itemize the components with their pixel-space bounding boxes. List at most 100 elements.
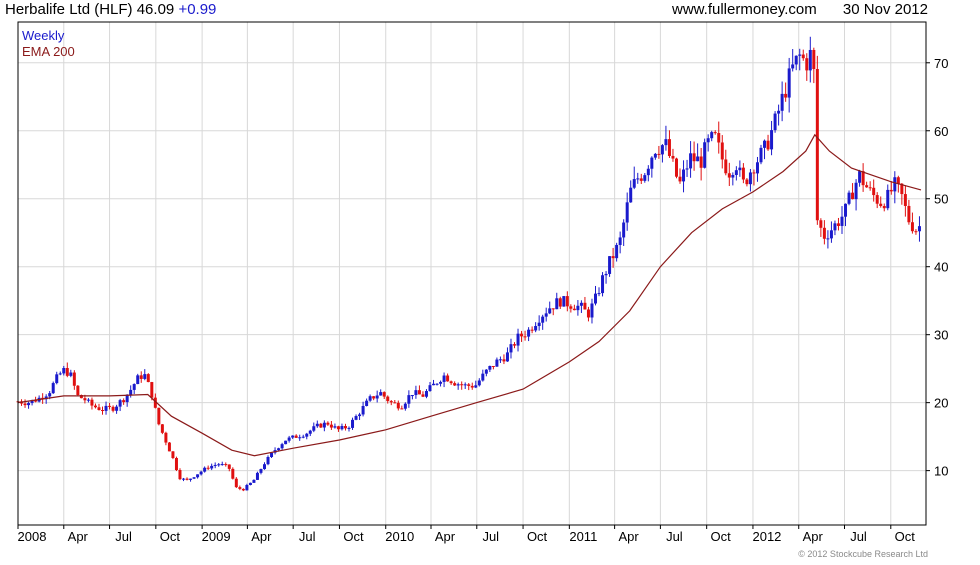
price-candle	[182, 478, 186, 480]
price-candle	[682, 169, 686, 182]
price-candle	[625, 202, 629, 223]
price-candle	[463, 384, 467, 386]
price-candle	[770, 130, 774, 150]
price-candle	[650, 157, 654, 169]
price-candle	[727, 173, 731, 178]
price-candle	[379, 392, 383, 396]
price-candle	[667, 139, 671, 156]
price-candle	[83, 398, 87, 401]
price-candle	[410, 395, 414, 397]
price-candle	[685, 168, 689, 170]
x-tick-label: Oct	[711, 529, 732, 544]
price-candle	[484, 369, 488, 374]
y-tick-label: 50	[934, 192, 948, 207]
price-candle	[780, 93, 784, 111]
price-candle	[622, 222, 626, 238]
price-candle	[414, 390, 418, 396]
price-candle	[280, 444, 284, 449]
price-candle	[872, 187, 876, 196]
price-candle	[51, 383, 55, 394]
price-candle	[604, 273, 608, 276]
price-candle	[196, 474, 200, 478]
price-candle	[65, 368, 69, 376]
price-candle	[858, 171, 862, 183]
price-candle	[840, 216, 844, 226]
price-change: +0.99	[178, 1, 217, 18]
price-candle	[386, 396, 390, 402]
price-candle	[86, 399, 90, 401]
price-candle	[439, 381, 443, 384]
ema-200-line	[17, 133, 922, 457]
price-candle	[696, 156, 700, 162]
price-candle	[393, 402, 397, 404]
price-candle	[203, 467, 207, 472]
price-candle	[460, 384, 464, 386]
price-candle	[157, 407, 161, 425]
price-candle	[597, 293, 601, 295]
price-candle	[122, 400, 126, 403]
price-candle	[417, 390, 421, 395]
price-candle	[865, 185, 869, 188]
price-candle	[365, 400, 369, 407]
chart-date: 30 Nov 2012	[842, 1, 928, 18]
price-candle	[879, 203, 883, 206]
x-tick-label: Jul	[299, 529, 316, 544]
price-candle	[914, 231, 918, 233]
x-tick-label: Apr	[251, 529, 272, 544]
x-tick-label: Apr	[803, 529, 824, 544]
price-candle	[291, 435, 295, 438]
price-candle	[678, 176, 682, 182]
price-candle	[150, 382, 154, 398]
price-candle	[586, 309, 590, 318]
price-candle	[826, 238, 830, 240]
axis-layer: 10 20 30 40 50 60 70 2008 Apr Jul Oct 2009 Apr Jul Oct…	[17, 21, 948, 544]
y-tick-label: 10	[934, 464, 948, 479]
price-candle	[530, 329, 534, 331]
price-candle	[671, 155, 675, 159]
price-candle	[178, 470, 182, 480]
price-candle	[523, 336, 527, 338]
price-candle	[882, 205, 886, 209]
stock-name: Herbalife Ltd (HLF)	[5, 1, 133, 18]
price-candle	[220, 464, 224, 466]
price-candle	[713, 132, 717, 134]
chart-title: Herbalife Ltd (HLF) 46.09 +0.99	[5, 1, 216, 18]
price-candle	[498, 359, 502, 361]
price-candle	[449, 381, 453, 384]
price-candle	[326, 422, 330, 425]
price-candle	[27, 403, 31, 406]
price-candle	[593, 293, 597, 304]
price-candle	[674, 158, 678, 177]
price-candle	[298, 437, 302, 439]
price-candle	[343, 426, 347, 429]
price-candle	[72, 372, 76, 386]
price-candle	[301, 436, 305, 438]
price-candle	[340, 426, 344, 430]
price-candle	[660, 145, 664, 155]
x-tick-label: Oct	[343, 529, 364, 544]
price-candle	[470, 385, 474, 388]
x-tick-label: Apr	[435, 529, 456, 544]
price-candle	[305, 433, 309, 437]
price-candle	[76, 385, 80, 396]
price-candle	[245, 485, 249, 491]
price-candle	[481, 373, 485, 381]
price-candle	[213, 464, 217, 466]
price-candle	[777, 110, 781, 114]
price-candle	[692, 153, 696, 162]
price-candle	[784, 93, 788, 98]
price-candle	[287, 437, 291, 441]
price-candle	[910, 222, 914, 232]
price-candle	[146, 374, 150, 383]
legend-ema: EMA 200	[22, 44, 75, 59]
price-candle	[284, 440, 288, 445]
price-candle	[555, 298, 559, 310]
price-candle	[164, 432, 168, 443]
price-candle	[495, 359, 499, 367]
plot-frame	[17, 21, 927, 526]
price-candle	[322, 422, 326, 428]
price-candle	[565, 296, 569, 307]
price-candle	[731, 174, 735, 178]
price-candle	[875, 195, 879, 204]
price-candle	[185, 478, 189, 480]
